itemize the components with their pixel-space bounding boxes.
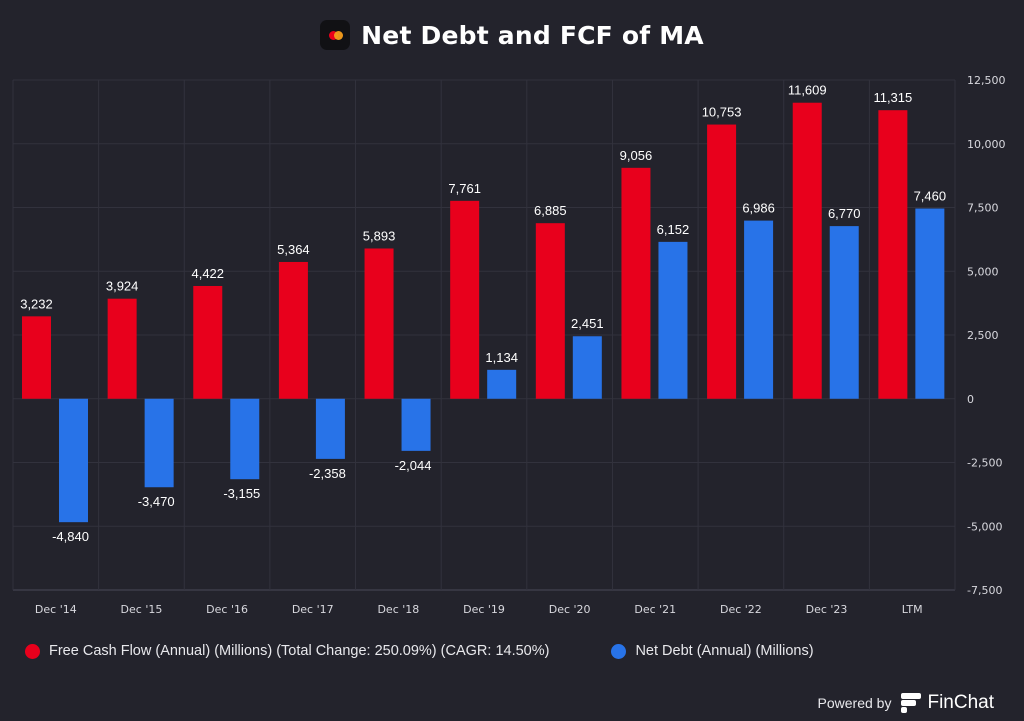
x-tick-label: Dec '20 [549,603,591,616]
y-axis: 12,500 10,000 7,500 5,000 2,500 0 -2,500 -5,000… [967,74,1006,597]
x-tick-label: Dec '14 [35,603,77,616]
y-tick-label: -7,500 [967,584,1002,597]
x-tick-label: LTM [902,603,923,616]
powered-by[interactable]: Powered by FinChat [818,692,994,714]
finchat-brand: FinChat [927,692,994,713]
bar-fcf [707,124,737,399]
y-tick-label: 5,000 [967,265,999,278]
y-tick-label: -5,000 [967,520,1002,533]
bar-fcf [450,200,480,399]
finchat-logo-icon [901,693,922,713]
legend-item-net-debt[interactable]: Net Debt (Annual) (Millions) [611,643,814,659]
data-label-fcf: 5,893 [363,228,396,243]
data-label-net-debt: 7,460 [914,189,947,204]
bar-net-debt [401,398,431,451]
data-label-net-debt: -3,470 [138,494,175,509]
mastercard-logo-icon [320,20,351,50]
data-label-fcf: 5,364 [277,242,310,257]
bar-fcf [535,223,565,399]
x-tick-label: Dec '18 [377,603,419,616]
data-label-fcf: 11,609 [788,83,827,98]
y-tick-label: -2,500 [967,457,1002,470]
bar-net-debt [230,398,260,480]
bar-fcf [878,110,908,399]
data-label-fcf: 3,924 [106,279,139,294]
data-labels: 3,232 -4,840 3,924 -3,470 4,422 -3,155 5,364 -2… [20,83,946,544]
data-label-fcf: 11,315 [873,90,912,105]
bar-fcf [364,248,394,399]
data-label-net-debt: -3,155 [223,486,260,501]
data-label-fcf: 3,232 [20,296,53,311]
bar-net-debt [658,241,688,399]
data-label-net-debt: -2,358 [309,466,346,481]
bar-fcf [621,167,651,399]
x-tick-label: Dec '15 [121,603,163,616]
bar-fcf [792,102,822,399]
bar-net-debt [144,398,174,488]
bar-net-debt [829,226,859,399]
x-tick-label: Dec '22 [720,603,762,616]
x-tick-label: Dec '19 [463,603,505,616]
y-tick-label: 0 [967,393,974,406]
data-label-net-debt: 2,451 [571,316,604,331]
x-tick-label: Dec '23 [806,603,848,616]
y-tick-label: 10,000 [967,138,1006,151]
y-tick-label: 2,500 [967,329,999,342]
bar-fcf [22,316,51,399]
data-label-net-debt: -2,044 [395,458,432,473]
x-tick-label: Dec '17 [292,603,334,616]
x-tick-label: Dec '16 [206,603,248,616]
legend-label-fcf: Free Cash Flow (Annual) (Millions) (Tota… [49,643,550,659]
logo-red-circle [329,31,339,40]
chart-header: Net Debt and FCF of MA [0,20,1024,50]
data-label-fcf: 10,753 [702,105,742,120]
data-label-fcf: 9,056 [620,148,653,163]
data-label-net-debt: -4,840 [52,529,89,544]
bar-net-debt [915,208,945,399]
bar-net-debt [315,398,345,459]
data-label-net-debt: 6,152 [657,222,690,237]
bar-net-debt [487,369,517,399]
bar-net-debt [59,398,88,523]
legend-item-fcf[interactable]: Free Cash Flow (Annual) (Millions) (Tota… [25,643,549,659]
bar-fcf [278,261,308,399]
legend-label-net-debt: Net Debt (Annual) (Millions) [635,643,814,659]
data-label-fcf: 7,761 [448,181,481,196]
x-tick-label: Dec '21 [634,603,676,616]
data-label-net-debt: 6,986 [742,201,775,216]
bar-chart: 3,232 -4,840 3,924 -3,470 4,422 -3,155 5,364 -2… [12,74,1006,616]
legend-dot-net-debt-icon [611,643,627,659]
logo-orange-circle [334,31,344,40]
chart-title: Net Debt and FCF of MA [361,20,704,50]
bar-net-debt [572,336,602,399]
data-label-net-debt: 6,770 [828,206,861,221]
bar-net-debt [744,220,774,399]
x-axis: Dec '14 Dec '15 Dec '16 Dec '17 Dec '18 Dec '… [35,603,923,616]
data-label-fcf: 6,885 [534,203,567,218]
data-label-fcf: 4,422 [191,266,224,281]
y-tick-label: 12,500 [967,74,1006,87]
bars [22,102,945,523]
y-tick-label: 7,500 [967,202,999,215]
data-label-net-debt: 1,134 [485,350,518,365]
legend: Free Cash Flow (Annual) (Millions) (Tota… [25,643,814,659]
legend-dot-fcf-icon [25,643,40,659]
bar-fcf [107,298,137,399]
powered-by-label: Powered by [817,695,892,711]
bar-fcf [193,285,223,399]
